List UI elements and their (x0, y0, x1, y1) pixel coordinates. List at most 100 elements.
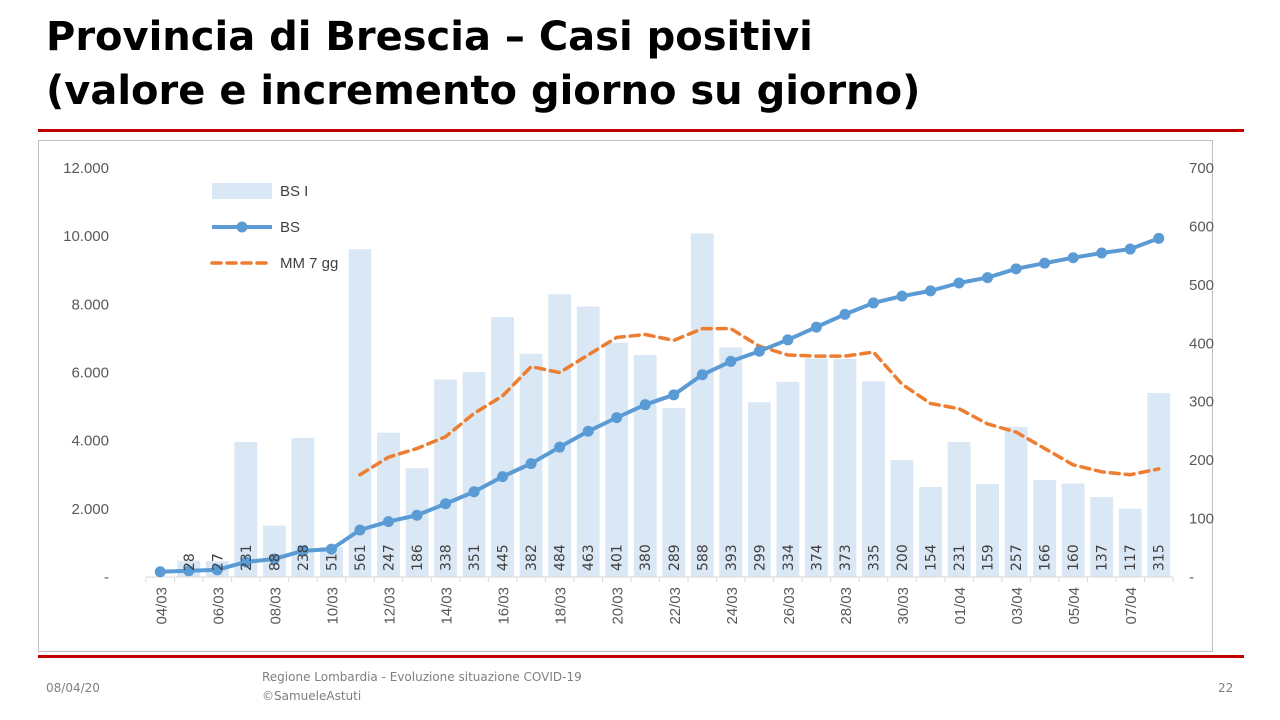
x-tick-label: 03/04 (1009, 587, 1026, 625)
point-bs (611, 412, 623, 424)
y-left-tick-label: 12.000 (63, 160, 109, 177)
data-label: 238 (296, 544, 312, 571)
point-bs (639, 399, 651, 411)
legend-label-bs-i: BS I (280, 183, 308, 200)
y-left-tick-label: 6.000 (71, 365, 109, 382)
point-bs (725, 355, 737, 367)
page-number: 22 (1218, 681, 1234, 695)
point-bs (925, 285, 937, 297)
point-bs (411, 509, 423, 521)
x-tick-label: 05/04 (1066, 587, 1083, 625)
x-tick-label: 16/03 (496, 587, 513, 625)
bottom-red-rule (38, 655, 1244, 658)
data-label: 315 (1152, 544, 1168, 571)
y-left-tick-label: 2.000 (71, 501, 109, 518)
data-label: 588 (695, 544, 711, 571)
x-tick-label: 28/03 (838, 587, 855, 625)
y-right-tick-label: 700 (1189, 160, 1214, 177)
point-bs (810, 321, 822, 333)
slide-title-line-1: Provincia di Brescia – Casi positivi (46, 14, 813, 60)
bar (719, 347, 743, 577)
y-right-tick-label: 500 (1189, 277, 1214, 294)
point-bs (183, 565, 195, 577)
data-label: 28 (182, 553, 198, 571)
point-bs (1153, 232, 1165, 244)
x-tick-label: 22/03 (667, 587, 684, 625)
footer-source-line-1: Regione Lombardia - Evoluzione situazion… (262, 670, 582, 684)
data-label: 351 (467, 544, 483, 571)
y-right-tick-label: 300 (1189, 394, 1214, 411)
legend-swatch-bar (212, 183, 272, 199)
data-label: 27 (210, 553, 226, 571)
x-tick-label: 07/04 (1123, 587, 1140, 625)
bar (462, 371, 486, 577)
data-label: 335 (866, 544, 882, 571)
data-label: 154 (924, 544, 940, 571)
point-bs (1067, 252, 1079, 264)
x-tick-label: 06/03 (210, 587, 227, 625)
footer-date: 08/04/20 (46, 681, 100, 695)
data-label: 338 (439, 544, 455, 571)
data-label: 299 (752, 544, 768, 571)
data-label: 257 (1009, 544, 1025, 571)
data-label: 445 (496, 544, 512, 571)
point-bs (297, 545, 309, 557)
data-label: 117 (1123, 544, 1139, 571)
top-red-rule (38, 129, 1244, 132)
point-bs (668, 389, 680, 401)
data-label: 380 (638, 544, 654, 571)
data-label: 51 (324, 553, 340, 571)
bar (491, 316, 515, 577)
point-bs (354, 524, 366, 536)
legend-label-mm-7-gg: MM 7 gg (280, 255, 338, 272)
bar (548, 294, 572, 577)
bar (291, 437, 315, 577)
bar (919, 487, 942, 577)
data-label: 88 (267, 553, 283, 571)
x-tick-label: 24/03 (724, 587, 741, 625)
data-label: 373 (838, 544, 854, 571)
bar (1004, 426, 1028, 577)
point-bs (839, 308, 851, 320)
bar (976, 484, 999, 577)
point-bs (1010, 263, 1022, 275)
data-label: 401 (610, 544, 626, 571)
bar (348, 249, 372, 578)
bar (320, 547, 343, 577)
point-bs (554, 441, 566, 453)
legend-label-bs: BS (280, 219, 300, 236)
x-tick-label: 26/03 (781, 587, 798, 625)
data-label: 374 (809, 544, 825, 571)
bar (1033, 480, 1057, 577)
y-left-tick-label: 4.000 (71, 433, 109, 450)
y-right-tick-label: 400 (1189, 335, 1214, 352)
data-label: 160 (1066, 544, 1082, 571)
bar (947, 442, 971, 577)
data-label: 231 (952, 544, 968, 571)
y-left-tick-label: 10.000 (63, 228, 109, 245)
data-label: 200 (895, 544, 911, 571)
bar (1118, 508, 1142, 577)
bar (776, 381, 800, 577)
point-bs (468, 486, 480, 498)
x-tick-label: 14/03 (439, 587, 456, 625)
point-bs (325, 543, 337, 555)
y-right-tick-label: 100 (1189, 511, 1214, 528)
footer-source-line-2: ©SamueleAstuti (262, 689, 362, 703)
bar (576, 306, 600, 577)
data-label: 289 (667, 544, 683, 571)
bar (234, 442, 258, 577)
chart: 28 27 231 88 238 51 561 247 186 338 351 445 382 484 46… (63, 160, 1214, 625)
bar (605, 342, 629, 577)
point-bs (953, 277, 965, 289)
x-tick-label: 30/03 (895, 587, 912, 625)
x-tick-label: 04/03 (153, 587, 170, 625)
bar (862, 381, 885, 577)
data-label: 137 (1095, 544, 1111, 571)
data-label: 334 (781, 544, 797, 571)
bar (405, 468, 429, 577)
y-right-tick-label: 600 (1189, 218, 1214, 235)
bar (1090, 496, 1114, 577)
point-bs (696, 369, 708, 381)
bar (690, 233, 714, 577)
